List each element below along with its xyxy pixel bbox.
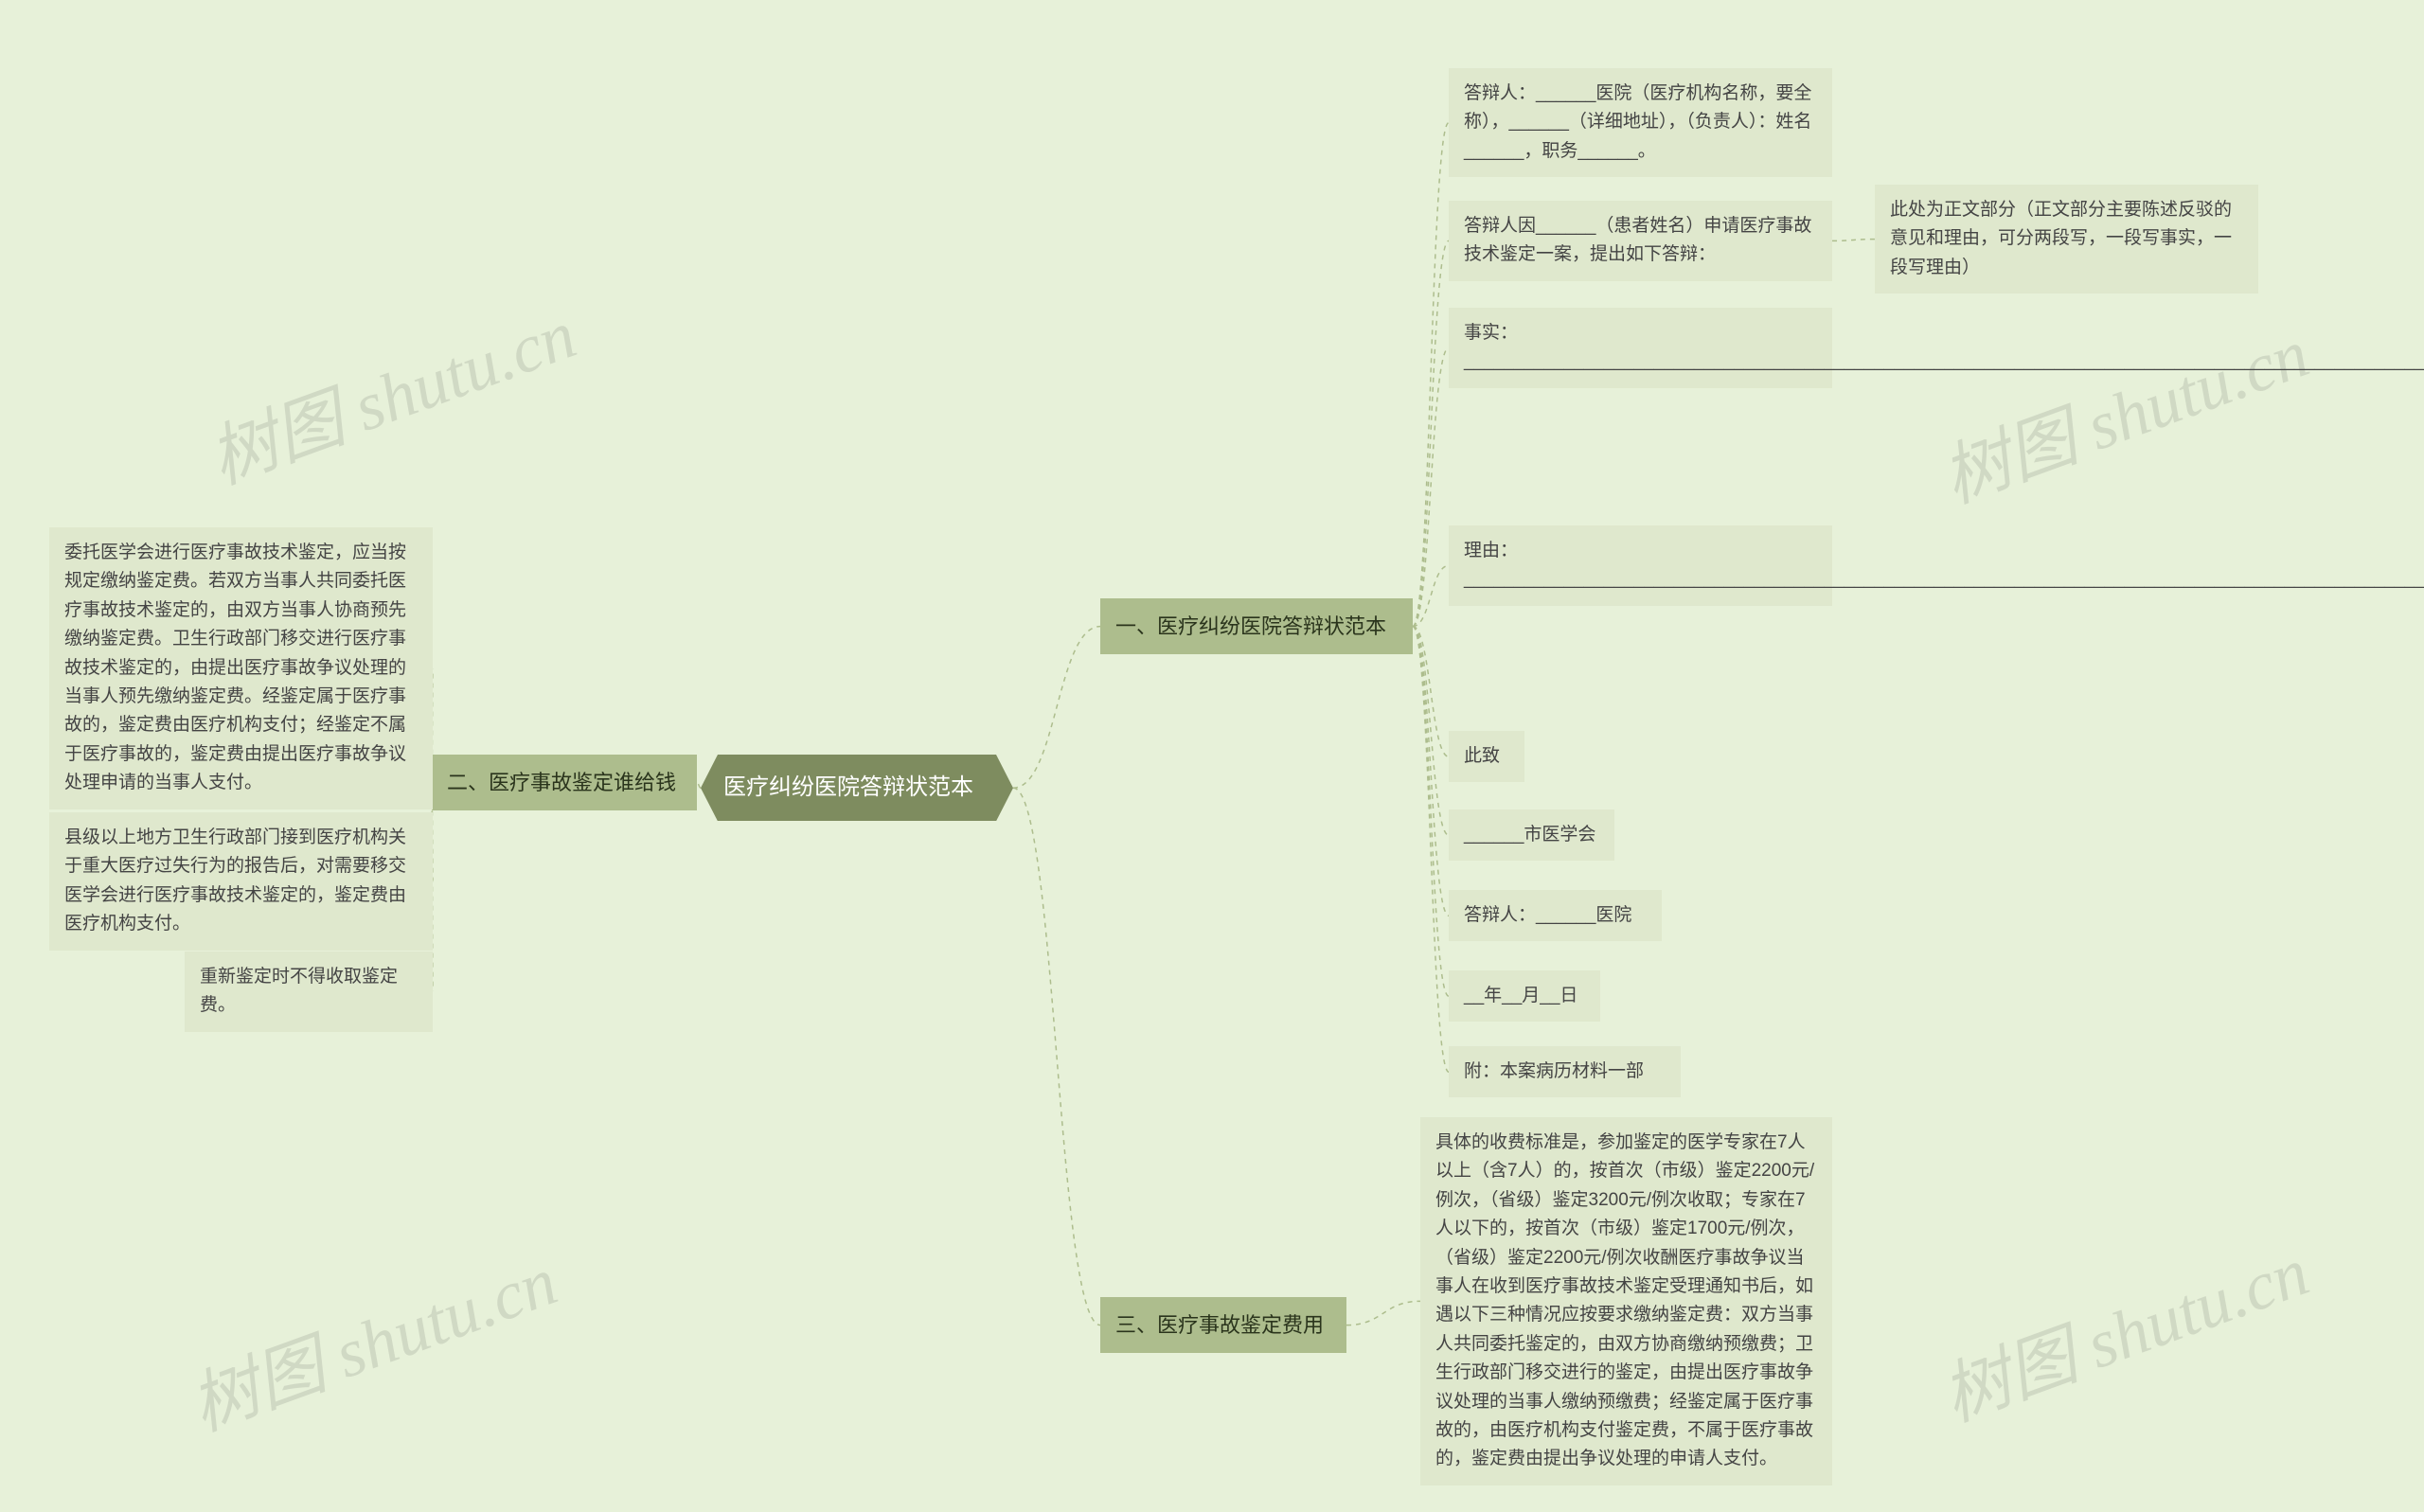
watermark: 树图 shutu.cn: [174, 1225, 568, 1450]
leaf-node: 具体的收费标准是，参加鉴定的医学专家在7人以上（含7人）的，按首次（市级）鉴定2…: [1420, 1117, 1832, 1485]
leaf-node: 此致: [1449, 731, 1524, 782]
leaf-node: ______市医学会: [1449, 809, 1614, 861]
leaf-node: __年__月__日: [1449, 970, 1600, 1022]
leaf-node: 附：本案病历材料一部: [1449, 1046, 1681, 1097]
watermark: 树图 shutu.cn: [1926, 297, 2320, 522]
leaf-node: 此处为正文部分（正文部分主要陈述反驳的意见和理由，可分两段写，一段写事实，一段写…: [1875, 185, 2258, 294]
leaf-node: 县级以上地方卫生行政部门接到医疗机构关于重大医疗过失行为的报告后，对需要移交医学…: [49, 812, 433, 951]
watermark: 树图 shutu.cn: [193, 278, 587, 503]
watermark: 树图 shutu.cn: [1926, 1216, 2320, 1440]
branch-node: 二、医疗事故鉴定谁给钱: [432, 755, 697, 810]
leaf-node: 答辩人：______医院（医疗机构名称，要全称），______（详细地址），（负…: [1449, 68, 1832, 177]
leaf-node: 委托医学会进行医疗事故技术鉴定，应当按规定缴纳鉴定费。若双方当事人共同委托医疗事…: [49, 527, 433, 809]
leaf-node: 理由：_____________________________________…: [1449, 525, 1832, 606]
leaf-node: 重新鉴定时不得收取鉴定费。: [185, 952, 433, 1032]
branch-node: 一、医疗纠纷医院答辩状范本: [1100, 598, 1413, 654]
root-node: 医疗纠纷医院答辩状范本: [701, 755, 1013, 821]
branch-node: 三、医疗事故鉴定费用: [1100, 1297, 1346, 1353]
leaf-node: 答辩人：______医院: [1449, 890, 1662, 941]
leaf-node: 答辩人因______（患者姓名）申请医疗事故技术鉴定一案，提出如下答辩：: [1449, 201, 1832, 281]
leaf-node: 事实：_____________________________________…: [1449, 308, 1832, 388]
